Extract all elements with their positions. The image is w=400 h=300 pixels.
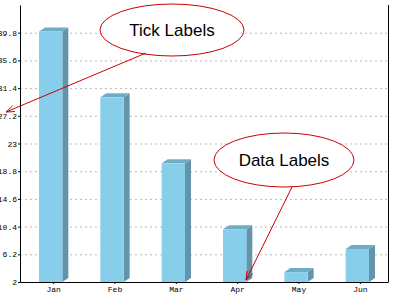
y-tick: 31.4 xyxy=(0,84,20,93)
tick-mark xyxy=(18,88,20,89)
x-tick: Apr xyxy=(230,282,245,294)
tick-label: 35.6 xyxy=(0,56,17,65)
tick-mark xyxy=(18,171,20,172)
chart: 2 6.2 10.4 14.6 18.8 23 27.2 31.4 35.6 39.8 Jan Feb… xyxy=(0,0,400,300)
annotations: Tick Labels Data Labels xyxy=(6,4,354,280)
bar xyxy=(100,97,123,282)
y-tick: 6.2 xyxy=(3,250,20,259)
bar xyxy=(284,272,307,282)
annotation-ellipse xyxy=(214,133,354,187)
grid-line xyxy=(20,282,388,283)
grid-line xyxy=(20,116,388,117)
tick-mark xyxy=(18,282,20,283)
x-axis: Jan Feb Mar Apr May Jun xyxy=(21,282,389,294)
tick-label: 39.8 xyxy=(0,29,17,38)
tick-label: Feb xyxy=(108,285,123,294)
tick-mark xyxy=(18,60,20,61)
tick-label: 23 xyxy=(7,140,17,149)
grid-line xyxy=(20,88,388,89)
grid-line xyxy=(20,254,388,255)
x-tick: Jan xyxy=(46,282,61,294)
tick-mark xyxy=(18,116,20,117)
annotation-text: Data Labels xyxy=(239,151,330,170)
tick-mark xyxy=(18,33,20,34)
grid-line xyxy=(20,199,388,200)
tick-label: 2 xyxy=(12,278,17,287)
tick-label: May xyxy=(292,285,307,294)
bar-top xyxy=(39,27,68,31)
tick-mark xyxy=(18,144,20,145)
annotation-arrow xyxy=(6,53,146,112)
bar-side xyxy=(124,93,130,282)
x-tick: Mar xyxy=(169,282,184,294)
y-tick: 27.2 xyxy=(0,112,20,121)
y-axis: 2 6.2 10.4 14.6 18.8 23 27.2 31.4 35.6 39.8 xyxy=(0,6,21,288)
y-tick: 10.4 xyxy=(0,223,20,232)
bar xyxy=(162,163,185,282)
bar-top xyxy=(162,159,191,163)
y-tick: 35.6 xyxy=(0,56,20,65)
x-tick: Jun xyxy=(353,282,368,294)
tick-label: 31.4 xyxy=(0,84,17,93)
tick-mark xyxy=(18,227,20,228)
tick-label: Jun xyxy=(353,285,368,294)
bar-top xyxy=(284,268,313,272)
tick-label: 10.4 xyxy=(0,223,17,232)
y-tick: 14.6 xyxy=(0,195,20,204)
bar xyxy=(346,249,369,282)
y-tick: 39.8 xyxy=(0,29,20,38)
bars xyxy=(39,27,375,282)
annotation-arrowhead xyxy=(6,106,15,112)
tick-label: 27.2 xyxy=(0,112,17,121)
annotation-arrowhead xyxy=(246,271,253,280)
bar-side xyxy=(62,27,68,282)
axis-line xyxy=(21,282,389,283)
tick-label: 6.2 xyxy=(3,250,18,259)
grid xyxy=(20,33,388,282)
bar-side xyxy=(185,159,191,282)
annotation-text: Tick Labels xyxy=(129,21,214,40)
grid-line xyxy=(20,227,388,228)
bar xyxy=(223,229,246,282)
x-tick: May xyxy=(292,282,307,294)
tick-label: Apr xyxy=(230,285,245,294)
tick-label: Jan xyxy=(46,285,61,294)
tick-label: Mar xyxy=(169,285,184,294)
x-tick: Feb xyxy=(108,282,123,294)
grid-line xyxy=(20,60,388,61)
bar-top xyxy=(346,245,375,249)
annotation-arrow xyxy=(246,187,292,280)
y-tick: 18.8 xyxy=(0,167,20,176)
axis-line xyxy=(20,6,21,283)
tick-mark xyxy=(18,254,20,255)
bar-top xyxy=(100,93,129,97)
tick-label: 14.6 xyxy=(0,195,17,204)
y-tick: 23 xyxy=(7,140,20,149)
tick-label: 18.8 xyxy=(0,167,17,176)
frame-line xyxy=(388,5,389,282)
bar-side xyxy=(369,245,375,282)
bar xyxy=(39,31,62,282)
annotation-ellipse xyxy=(100,4,244,56)
bar-top xyxy=(223,225,252,229)
tick-mark xyxy=(18,199,20,200)
y-tick: 2 xyxy=(12,278,20,287)
